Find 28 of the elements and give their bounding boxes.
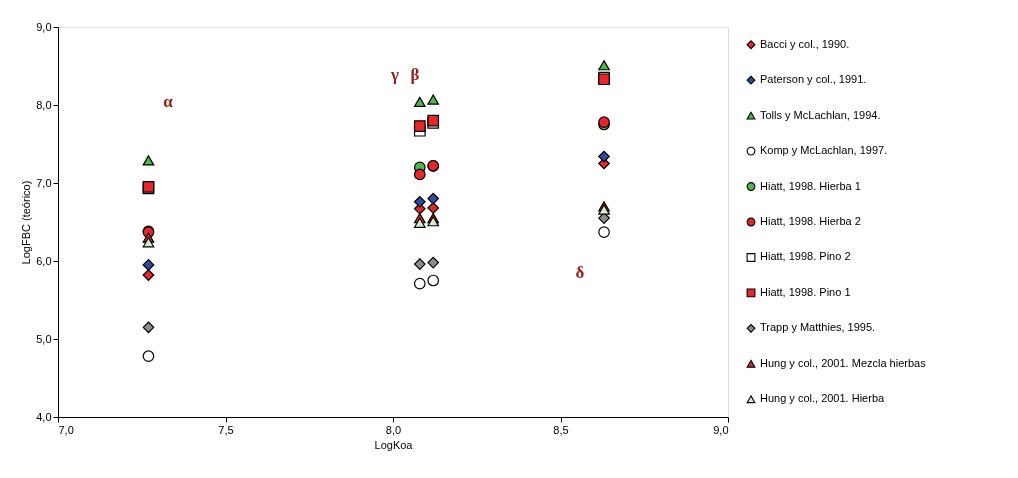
annotation: α xyxy=(163,92,174,111)
legend-label: Hiatt, 1998. Pino 1 xyxy=(760,285,851,298)
y-axis-title: LogFBC (teórico) xyxy=(20,180,33,265)
annotation: γ xyxy=(390,65,400,84)
x-tick-label: 8,5 xyxy=(553,423,569,436)
x-tick-label: 9,0 xyxy=(713,423,729,436)
x-tick-label: 8,0 xyxy=(385,423,402,436)
y-tick-label: 9,0 xyxy=(36,20,52,33)
legend-label: Hiatt, 1998. Hierba 2 xyxy=(760,215,861,227)
legend-label: Komp y McLachlan, 1997. xyxy=(760,144,888,157)
legend-label: Hung y col., 2001. Mezcla hierbas xyxy=(760,356,927,369)
legend-label: Hung y col., 2001. Hierba xyxy=(760,392,886,405)
x-axis-title: LogKoa xyxy=(374,438,414,451)
legend-label: Tolls y McLachlan, 1994. xyxy=(760,108,881,121)
y-tick-label: 6,0 xyxy=(36,254,52,267)
legend-label: Trapp y Matthies, 1995. xyxy=(760,321,876,334)
x-tick-label: 7,0 xyxy=(58,423,74,436)
annotation: δ xyxy=(575,263,585,282)
y-tick-label: 8,0 xyxy=(36,98,52,111)
y-tick-label: 4,0 xyxy=(36,410,52,423)
legend-label: Paterson y col., 1991. xyxy=(760,73,867,86)
legend-label: Hiatt, 1998. Pino 2 xyxy=(760,250,851,263)
legend-label: Bacci y col., 1990. xyxy=(760,37,850,50)
x-tick-label: 7,5 xyxy=(218,423,234,436)
annotation: β xyxy=(410,65,420,84)
legend-label: Hiatt, 1998. Hierba 1 xyxy=(760,179,861,192)
y-tick-label: 7,0 xyxy=(36,176,52,189)
y-tick-label: 5,0 xyxy=(36,332,52,345)
